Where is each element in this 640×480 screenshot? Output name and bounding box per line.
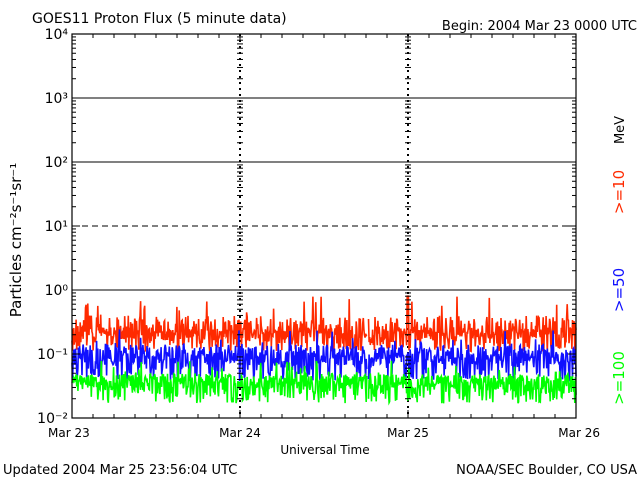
updated-label: Updated 2004 Mar 25 23:56:04 UTC	[3, 463, 237, 478]
y-tick-label: 10³	[45, 91, 68, 107]
legend-ge10: >=10	[610, 170, 628, 214]
x-axis-label: Universal Time	[280, 443, 369, 457]
y-tick-label: 10⁰	[45, 283, 69, 299]
x-tick-label: Mar 23	[48, 426, 90, 440]
x-tick-label: Mar 26	[558, 426, 600, 440]
begin-label: Begin: 2004 Mar 23 0000 UTC	[442, 19, 637, 34]
axes	[71, 33, 577, 419]
credit-label: NOAA/SEC Boulder, CO USA	[456, 463, 637, 478]
y-tick-label: 10²	[45, 155, 68, 171]
data-series	[71, 295, 577, 406]
series-line-ge50	[71, 329, 577, 383]
series-line-ge10	[71, 295, 577, 353]
y-tick-label: 10⁴	[45, 27, 69, 43]
y-tick-label: 10⁻¹	[37, 347, 68, 363]
x-tick-label: Mar 24	[219, 426, 261, 440]
legend-units: MeV	[613, 116, 628, 144]
legend-ge50: >=50	[610, 268, 628, 312]
legend-ge100: >=100	[610, 351, 628, 405]
series-line-ge100	[71, 360, 577, 406]
y-tick-label: 10⁻²	[37, 411, 68, 427]
tick-labels: 10⁻² 10⁻¹ 10⁰ 10¹ 10² 10³ 10⁴ Mar 23 Mar 24 Mar 2…	[37, 27, 600, 440]
y-axis-label: Particles cm⁻²s⁻¹sr⁻¹	[7, 163, 25, 317]
y-tick-label: 10¹	[45, 219, 68, 235]
x-tick-label: Mar 25	[387, 426, 429, 440]
chart-title: GOES11 Proton Flux (5 minute data)	[32, 11, 287, 27]
